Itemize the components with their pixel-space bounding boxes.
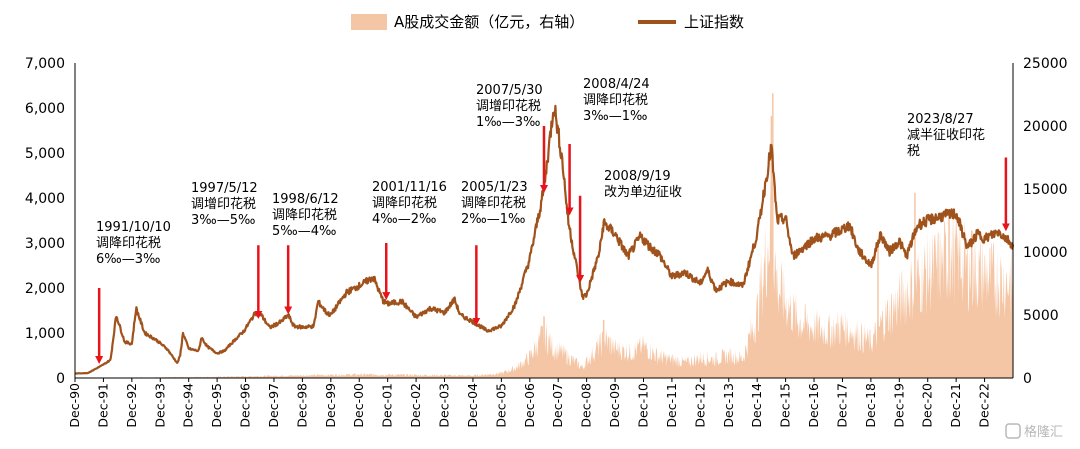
x-axis-ticks: Dec-90 Dec-91 Dec-92 Dec-93 Dec-94 Dec-95 Dec-…	[67, 378, 992, 428]
x-tick-label: Dec-16	[806, 383, 821, 428]
right-tick-label: 5000	[1023, 308, 1059, 324]
turnover-area	[75, 178, 1013, 378]
annotation-text: 2‰—1‰	[461, 212, 525, 227]
annotation-text: 调降印花税	[583, 92, 648, 108]
annotation-text: 调降印花税	[461, 195, 526, 211]
right-tick-label: 10000	[1023, 245, 1068, 261]
x-tick-label: Dec-08	[579, 383, 594, 428]
x-tick-label: Dec-02	[408, 383, 423, 428]
x-tick-label: Dec-17	[834, 383, 849, 428]
annotations: 1991/10/10调降印花税6‰—3‰1997/5/12调增印花税3‰—5‰1…	[95, 77, 1010, 364]
annotation-text: 2008/9/19	[604, 169, 671, 184]
right-tick-label: 15000	[1023, 182, 1068, 198]
x-tick-label: Dec-91	[95, 383, 110, 428]
left-tick-label: 4,000	[25, 191, 65, 207]
x-tick-label: Dec-99	[323, 383, 338, 428]
x-tick-label: Dec-12	[692, 383, 707, 428]
x-tick-label: Dec-13	[721, 383, 736, 428]
x-tick-label: Dec-20	[920, 383, 935, 428]
right-axis-ticks: 0 5000 10000 15000 20000 25000	[1023, 56, 1068, 387]
annotation-text: 3‰—5‰	[191, 213, 255, 228]
x-tick-label: Dec-95	[209, 383, 224, 428]
right-tick-label: 0	[1023, 371, 1032, 387]
axes	[74, 63, 1014, 379]
annotation-text: 2005/1/23	[461, 180, 528, 195]
x-tick-label: Dec-92	[124, 383, 139, 428]
left-tick-label: 2,000	[25, 281, 65, 297]
left-tick-label: 3,000	[25, 236, 65, 252]
left-tick-label: 6,000	[25, 101, 65, 117]
turnover-area-layer	[75, 93, 1013, 378]
annotation-text: 3‰—1‰	[583, 109, 647, 124]
x-tick-label: Dec-03	[437, 383, 452, 428]
x-tick-label: Dec-18	[863, 383, 878, 428]
annotation-text: 调降印花税	[272, 207, 337, 223]
x-tick-label: Dec-93	[152, 383, 167, 428]
annotation-text: 5‰—4‰	[272, 224, 336, 239]
x-tick-label: Dec-22	[977, 383, 992, 428]
annotation-text: 调增印花税	[191, 196, 256, 212]
annotation-text: 1‰—3‰	[476, 115, 540, 130]
left-tick-label: 0	[56, 371, 65, 387]
watermark: 格隆汇	[1005, 423, 1063, 440]
annotation-text: 4‰—2‰	[372, 212, 436, 227]
annotation-text: 1998/6/12	[272, 192, 339, 207]
annotation-text: 2008/4/24	[583, 77, 650, 92]
annotation-text: 减半征收印花	[907, 127, 985, 143]
left-tick-label: 7,000	[25, 56, 65, 72]
x-tick-label: Dec-09	[607, 383, 622, 428]
annotation-text: 调降印花税	[372, 195, 437, 211]
right-tick-label: 20000	[1023, 119, 1068, 135]
x-tick-label: Dec-05	[493, 383, 508, 428]
x-tick-label: Dec-01	[380, 383, 395, 428]
left-tick-label: 1,000	[25, 326, 65, 342]
x-tick-label: Dec-94	[181, 383, 196, 428]
x-tick-label: Dec-07	[550, 383, 565, 428]
x-tick-label: Dec-04	[465, 383, 480, 428]
x-tick-label: Dec-00	[351, 383, 366, 428]
annotation-text: 2007/5/30	[476, 83, 543, 98]
annotation-text: 1997/5/12	[191, 181, 258, 196]
x-tick-label: Dec-14	[749, 383, 764, 428]
x-tick-label: Dec-97	[266, 383, 281, 428]
annotation-text: 调降印花税	[96, 235, 161, 251]
x-tick-label: Dec-15	[778, 383, 793, 428]
x-tick-label: Dec-10	[635, 383, 650, 428]
x-tick-label: Dec-21	[948, 383, 963, 428]
x-tick-label: Dec-98	[294, 383, 309, 428]
watermark-logo-icon	[1005, 423, 1021, 439]
annotation-text: 2023/8/27	[907, 112, 974, 127]
legend-area-label: A股成交金额（亿元，右轴）	[394, 13, 584, 31]
legend-area-swatch	[351, 14, 387, 30]
annotation-text: 税	[907, 144, 920, 159]
annotation-text: 6‰—3‰	[96, 252, 160, 267]
annotation-text: 2001/11/16	[372, 180, 447, 195]
x-tick-label: Dec-96	[238, 383, 253, 428]
annotation-text: 改为单边征收	[604, 185, 682, 200]
right-tick-label: 25000	[1023, 56, 1068, 72]
x-tick-label: Dec-90	[67, 383, 82, 428]
annotation-text: 1991/10/10	[96, 220, 171, 235]
annotation-text: 调增印花税	[476, 98, 541, 114]
left-axis-ticks: 0 1,000 2,000 3,000 4,000 5,000 6,000 7,000	[25, 56, 65, 387]
left-tick-label: 5,000	[25, 146, 65, 162]
legend-line-label: 上证指数	[684, 13, 744, 31]
watermark-text: 格隆汇	[1024, 424, 1063, 440]
legend: A股成交金额（亿元，右轴） 上证指数	[351, 13, 744, 31]
x-tick-label: Dec-11	[664, 383, 679, 428]
x-tick-label: Dec-19	[891, 383, 906, 428]
x-tick-label: Dec-06	[522, 383, 537, 428]
